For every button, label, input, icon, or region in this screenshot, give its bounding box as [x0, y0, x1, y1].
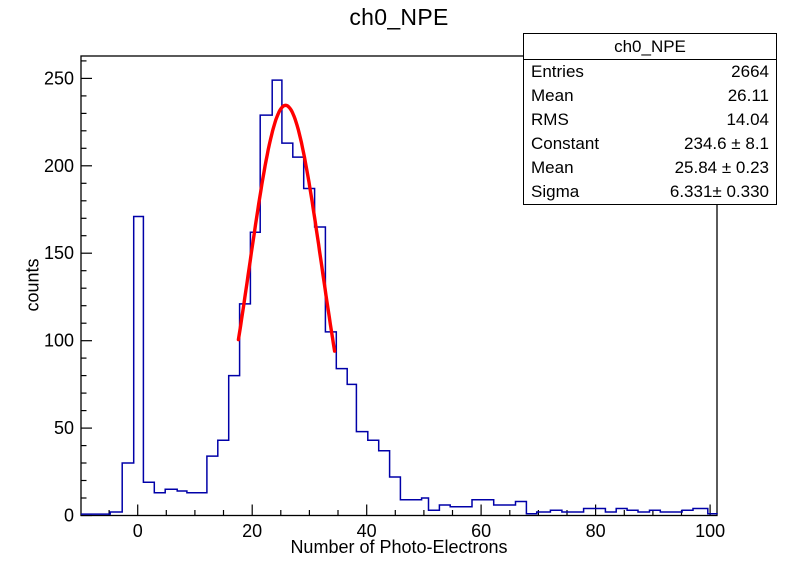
stats-row-label: Constant	[531, 134, 600, 153]
stats-row: Constant 234.6 ± 8.1	[524, 132, 776, 156]
y-tick-label: 100	[44, 331, 74, 351]
stats-row: Mean 26.11	[524, 84, 776, 108]
y-tick-label: 50	[54, 418, 74, 438]
x-tick-label: 80	[586, 521, 606, 541]
stats-row-value: 14.04	[726, 110, 769, 129]
stats-box-title: ch0_NPE	[524, 34, 776, 60]
stats-row-value: 26.11	[727, 86, 769, 105]
stats-row-label: RMS	[531, 110, 569, 129]
y-tick-label: 0	[64, 506, 74, 526]
stats-row: Sigma 6.331± 0.330	[524, 180, 776, 204]
chart-title: ch0_NPE	[349, 4, 449, 30]
stats-box: ch0_NPE Entries 2664 Mean 26.11 RMS 14.04 Cons…	[523, 33, 777, 205]
stats-row-label: Mean	[531, 158, 574, 177]
stats-row-value: 234.6 ± 8.1	[684, 134, 769, 153]
stats-row-label: Entries	[531, 62, 584, 81]
plot-frame	[80, 55, 718, 517]
stats-row-value: 6.331± 0.330	[669, 182, 769, 201]
stats-box-rows: Entries 2664 Mean 26.11 RMS 14.04 Constant 234.…	[524, 60, 776, 204]
stats-row-value: 25.84 ± 0.23	[674, 158, 769, 177]
x-tick-label: 40	[357, 521, 377, 541]
stats-row-value: 2664	[731, 62, 769, 81]
x-tick-label: 20	[242, 521, 262, 541]
x-tick-label: 100	[695, 521, 725, 541]
fit-curve	[236, 103, 337, 353]
stats-row-label: Mean	[531, 86, 574, 105]
histogram-line	[81, 79, 718, 515]
stats-row: Mean 25.84 ± 0.23	[524, 156, 776, 180]
stats-row-label: Sigma	[531, 182, 580, 201]
x-tick-label: 60	[471, 521, 491, 541]
x-tick-label: 0	[133, 521, 143, 541]
x-axis-title: Number of Photo-Electrons	[290, 537, 508, 557]
stats-row: Entries 2664	[524, 60, 776, 84]
stats-row: RMS 14.04	[524, 108, 776, 132]
y-tick-label: 250	[44, 68, 74, 88]
y-tick-label: 200	[44, 156, 74, 176]
y-axis-title: counts	[22, 258, 43, 312]
y-tick-label: 150	[44, 243, 74, 263]
